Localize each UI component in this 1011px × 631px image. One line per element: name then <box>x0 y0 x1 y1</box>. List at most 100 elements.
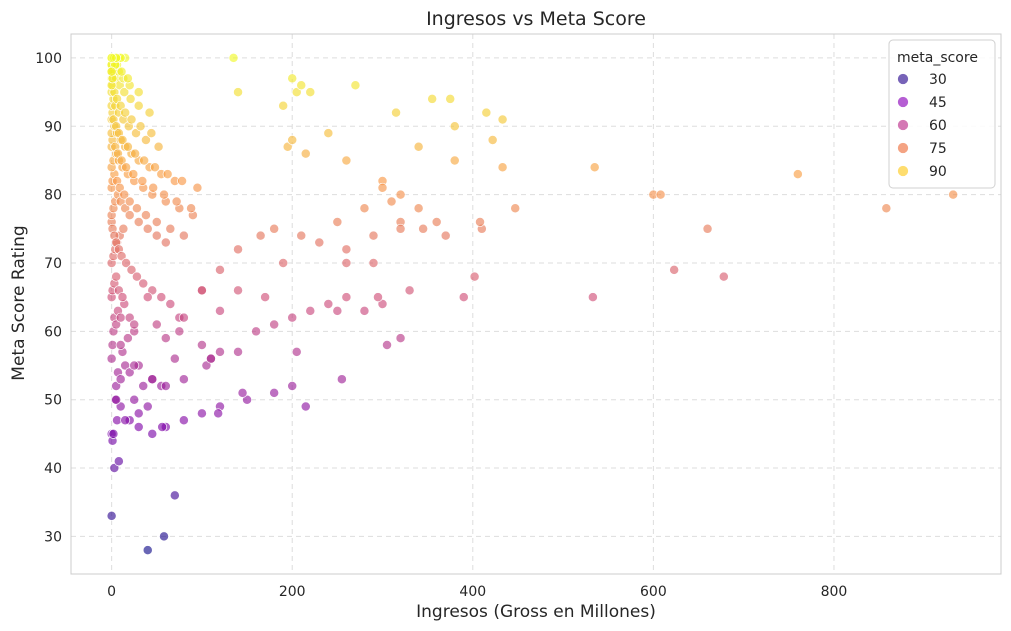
data-point <box>178 374 189 385</box>
legend: meta_score 30 45 60 75 90 <box>888 39 996 189</box>
y-tick-label: 30 <box>44 529 62 545</box>
data-point <box>160 333 171 344</box>
data-point <box>233 244 243 255</box>
data-point <box>148 182 159 193</box>
y-tick-label: 90 <box>44 119 62 135</box>
data-point <box>233 87 243 98</box>
data-point <box>116 66 127 77</box>
x-tick-label: 400 <box>459 584 486 600</box>
data-point <box>114 182 125 193</box>
data-point <box>291 87 302 98</box>
data-point <box>133 422 144 432</box>
data-point <box>174 326 185 337</box>
data-point <box>233 285 243 296</box>
data-point <box>458 292 469 303</box>
data-point <box>124 367 135 378</box>
y-tick-label: 50 <box>44 393 62 409</box>
y-axis-label: Meta Score Rating <box>9 225 29 380</box>
data-point <box>142 545 153 556</box>
data-point <box>206 353 216 364</box>
data-point <box>186 203 197 214</box>
data-point <box>142 223 153 234</box>
data-point <box>589 162 600 173</box>
legend-label: 30 <box>929 72 947 88</box>
data-point <box>121 258 132 268</box>
data-point <box>350 80 361 91</box>
data-point <box>215 264 225 275</box>
data-point <box>116 251 127 262</box>
data-point <box>151 230 162 241</box>
data-point <box>395 189 406 200</box>
data-point <box>138 381 149 391</box>
data-point <box>287 134 298 145</box>
x-tick-label: 800 <box>821 584 848 600</box>
data-point <box>115 100 126 111</box>
data-point <box>139 155 150 166</box>
data-point <box>111 319 122 330</box>
data-point <box>948 189 959 200</box>
data-point <box>497 114 508 125</box>
data-point <box>122 333 133 344</box>
data-point <box>106 510 117 521</box>
data-point <box>487 134 498 145</box>
y-tick-label: 70 <box>44 256 62 272</box>
data-point <box>117 292 128 303</box>
data-point <box>792 169 803 180</box>
plot-frame <box>70 33 1002 575</box>
data-point <box>118 223 129 234</box>
legend-title: meta_score <box>897 50 978 66</box>
data-point <box>587 292 598 303</box>
data-point <box>242 394 253 405</box>
data-point <box>111 394 122 405</box>
data-point <box>129 319 140 330</box>
data-point <box>124 210 135 221</box>
data-point <box>215 346 225 357</box>
x-tick-labels: 0 200 400 600 800 <box>107 584 847 600</box>
data-point <box>196 285 207 296</box>
data-point <box>106 52 117 63</box>
data-point <box>305 87 316 98</box>
data-point <box>251 326 262 337</box>
data-point <box>120 203 131 214</box>
data-point <box>413 141 424 152</box>
data-point <box>147 285 158 296</box>
data-point <box>475 217 485 227</box>
data-point <box>138 278 149 289</box>
data-point <box>377 299 388 309</box>
data-point <box>157 422 168 432</box>
data-point <box>255 230 266 241</box>
data-point <box>147 374 158 385</box>
data-point <box>359 203 370 214</box>
data-point <box>169 353 180 364</box>
data-point <box>111 271 122 282</box>
data-point <box>124 196 135 207</box>
data-point <box>510 203 521 214</box>
data-point <box>391 107 401 118</box>
data-point <box>413 203 424 214</box>
data-point <box>131 271 142 282</box>
legend-label: 90 <box>929 164 947 180</box>
data-point <box>395 223 406 234</box>
data-point <box>323 299 334 309</box>
data-point <box>291 346 302 357</box>
data-point <box>117 134 128 145</box>
data-point <box>382 340 392 350</box>
data-point <box>131 128 141 139</box>
data-point <box>159 189 169 200</box>
data-point <box>171 196 182 207</box>
data-point <box>269 319 280 330</box>
data-point <box>133 217 144 227</box>
data-point <box>237 387 248 398</box>
data-point <box>481 107 492 118</box>
legend-marker <box>897 96 909 108</box>
data-point <box>113 456 124 467</box>
data-point <box>269 223 280 234</box>
data-point <box>386 196 397 207</box>
data-point <box>144 107 155 118</box>
data-point <box>142 401 153 412</box>
data-point <box>115 312 126 323</box>
data-point <box>332 217 343 227</box>
data-point <box>196 340 207 350</box>
y-tick-labels: 30 40 50 60 70 80 90 100 <box>35 51 62 545</box>
